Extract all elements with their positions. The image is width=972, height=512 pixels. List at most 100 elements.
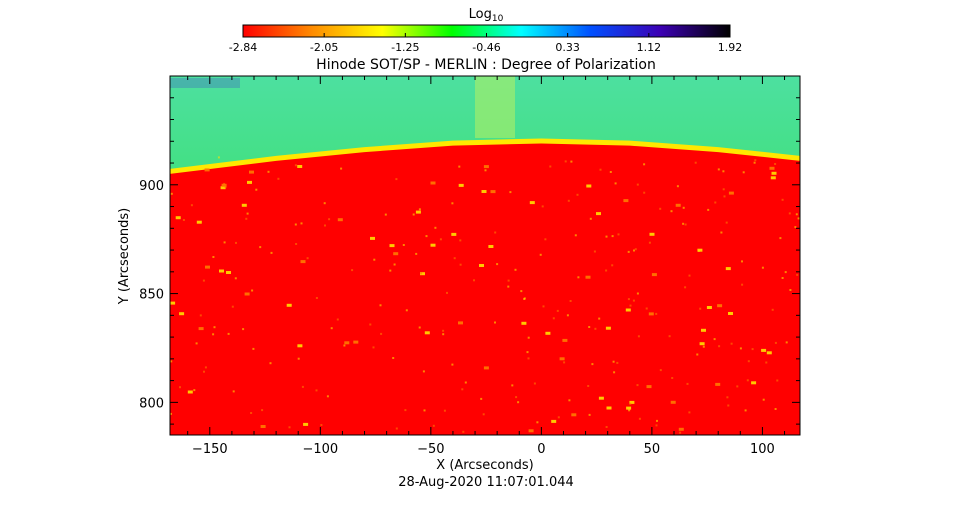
speckle	[633, 249, 635, 252]
speckle	[395, 178, 398, 181]
speckle	[521, 321, 527, 325]
speckle	[795, 213, 798, 216]
colorbar-tick-label: -2.05	[310, 41, 338, 54]
speckle	[727, 404, 730, 407]
timestamp: 28-Aug-2020 11:07:01.044	[398, 475, 574, 490]
speckle	[217, 156, 220, 159]
speckle	[372, 346, 375, 349]
speckle	[544, 238, 547, 241]
colorbar-ticks: -2.84 -2.05 -1.25 -0.46 0.33 1.12 1.92	[229, 33, 742, 54]
speckle	[439, 238, 442, 241]
speckle	[415, 252, 418, 255]
colorbar: Log10 -2.84 -2.05 -1.25 -0.46 0.33 1.12 1.92	[229, 7, 742, 54]
polarization-speckles	[170, 156, 800, 434]
speckle	[589, 217, 592, 220]
speckle	[609, 171, 612, 173]
speckle	[226, 271, 231, 274]
speckle	[488, 245, 494, 248]
speckle	[651, 273, 657, 277]
speckle	[717, 168, 720, 171]
speckle	[694, 161, 697, 164]
speckle	[461, 388, 464, 391]
speckle	[259, 246, 262, 249]
speckle	[170, 301, 176, 305]
speckle	[567, 199, 570, 202]
speckle	[464, 381, 467, 384]
speckle	[586, 184, 592, 188]
speckle	[556, 309, 559, 312]
speckle	[269, 362, 272, 365]
speckle	[523, 297, 526, 300]
colorbar-tick-label: -1.25	[391, 41, 419, 54]
speckle	[249, 170, 254, 174]
speckle	[337, 218, 343, 222]
speckle	[646, 385, 652, 389]
speckle	[373, 258, 376, 261]
speckle	[418, 208, 421, 211]
speckle	[370, 236, 375, 240]
speckle	[655, 312, 658, 315]
speckle	[643, 163, 646, 166]
speckle	[571, 413, 577, 417]
speckle	[779, 237, 782, 240]
speckle	[605, 269, 608, 272]
speckle	[295, 243, 298, 245]
speckle	[323, 202, 326, 205]
speckle	[393, 252, 399, 256]
speckle	[774, 163, 777, 165]
axes: −150 −100 −50 0 50 100 800 850 900	[139, 76, 800, 457]
speckle	[536, 421, 539, 424]
colorbar-tick-label: 1.12	[637, 41, 662, 54]
speckle	[402, 244, 405, 246]
speckle	[379, 304, 382, 307]
speckle	[395, 427, 398, 430]
speckle	[212, 333, 215, 336]
speckle	[451, 363, 454, 366]
speckle	[527, 357, 530, 360]
speckle	[482, 413, 485, 416]
speckle	[195, 342, 198, 345]
speckle	[570, 160, 573, 163]
speckle	[598, 317, 601, 320]
speckle	[682, 222, 685, 225]
speckle	[751, 348, 754, 351]
speckle	[336, 318, 339, 321]
speckle	[722, 170, 725, 173]
speckle	[420, 272, 425, 276]
speckle	[770, 176, 776, 180]
speckle	[224, 186, 227, 189]
speckle	[742, 171, 745, 174]
speckle	[483, 165, 489, 169]
speckle	[616, 361, 619, 364]
plot-area	[170, 76, 800, 435]
speckle	[458, 165, 461, 168]
speckle	[682, 206, 685, 209]
speckle	[175, 216, 181, 220]
speckle	[754, 159, 757, 162]
speckle	[551, 419, 557, 423]
speckle	[232, 390, 235, 393]
speckle	[300, 222, 303, 225]
speckle	[297, 344, 303, 348]
speckle	[203, 370, 205, 373]
speckle	[736, 385, 739, 388]
speckle	[517, 401, 520, 404]
speckle	[629, 304, 632, 307]
speckle	[648, 312, 654, 316]
speckle	[739, 347, 742, 350]
speckle	[659, 369, 662, 372]
speckle	[479, 264, 484, 267]
speckle	[588, 413, 591, 416]
speckle	[412, 213, 415, 216]
speckle	[606, 406, 612, 410]
speckle	[569, 300, 572, 302]
plot-frame	[169, 75, 801, 436]
speckle	[182, 219, 185, 221]
speckle	[629, 402, 632, 405]
speckle	[625, 308, 631, 312]
speckle	[297, 165, 303, 168]
speckle	[585, 275, 591, 279]
speckle	[541, 205, 544, 208]
speckle	[771, 308, 774, 311]
speckle	[422, 370, 425, 373]
